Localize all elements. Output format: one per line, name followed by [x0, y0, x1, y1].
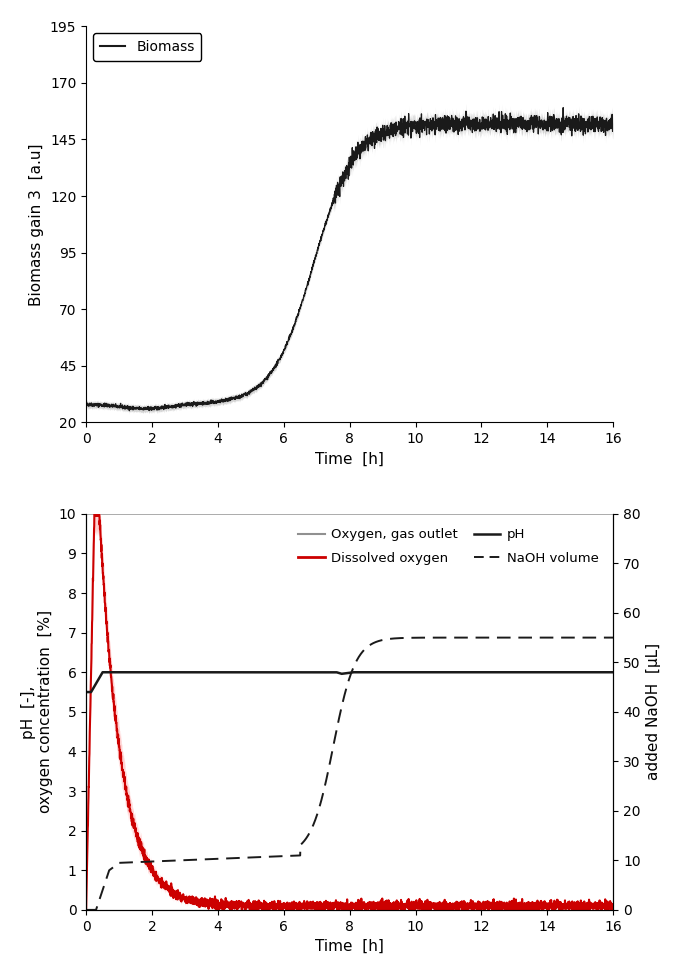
X-axis label: Time  [h]: Time [h]: [315, 451, 384, 467]
Y-axis label: Biomass gain 3  [a.u]: Biomass gain 3 [a.u]: [29, 143, 44, 305]
Y-axis label: pH  [-],
oxygen concentration  [%]: pH [-], oxygen concentration [%]: [21, 610, 53, 813]
Legend: Biomass: Biomass: [93, 33, 201, 61]
Y-axis label: added NaOH  [µL]: added NaOH [µL]: [646, 644, 661, 780]
X-axis label: Time  [h]: Time [h]: [315, 939, 384, 955]
Legend: Oxygen, gas outlet, Dissolved oxygen, pH, NaOH volume: Oxygen, gas outlet, Dissolved oxygen, pH…: [291, 521, 607, 573]
